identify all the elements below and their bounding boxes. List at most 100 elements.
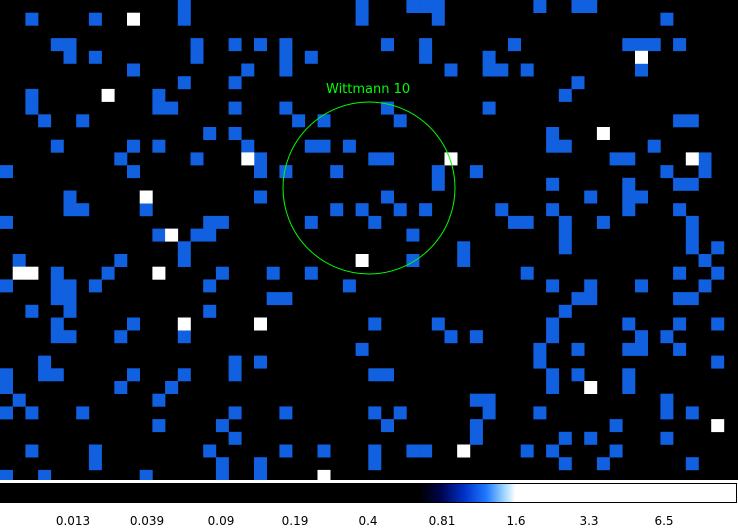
pixel-blue xyxy=(101,266,115,280)
pixel-blue xyxy=(228,355,242,369)
pixel-grid xyxy=(0,0,725,480)
pixel-white xyxy=(254,317,267,331)
pixel-blue xyxy=(63,330,77,344)
pixel-blue xyxy=(444,330,458,344)
pixel-blue xyxy=(330,203,344,217)
pixel-blue xyxy=(50,139,64,153)
colorbar xyxy=(0,483,737,503)
pixel-blue xyxy=(546,330,560,344)
pixel-blue xyxy=(685,292,699,306)
pixel-blue xyxy=(355,342,369,356)
pixel-blue xyxy=(0,368,13,382)
pixel-blue xyxy=(304,215,318,229)
pixel-blue xyxy=(635,342,648,356)
pixel-blue xyxy=(241,63,255,77)
pixel-blue xyxy=(571,368,585,382)
pixel-white xyxy=(711,419,725,433)
pixel-blue xyxy=(266,292,280,306)
pixel-blue xyxy=(368,317,382,331)
pixel-blue xyxy=(698,254,712,267)
colorbar-tick: 0.81 xyxy=(428,514,456,528)
pixel-blue xyxy=(38,368,52,382)
pixel-blue xyxy=(127,368,140,382)
pixel-blue xyxy=(190,152,204,166)
pixel-blue xyxy=(177,12,191,26)
pixel-white xyxy=(25,266,39,280)
pixel-blue xyxy=(546,317,560,331)
pixel-white xyxy=(241,152,255,166)
pixel-blue xyxy=(215,469,229,480)
pixel-blue xyxy=(254,152,267,166)
pixel-blue xyxy=(508,38,521,52)
pixel-blue xyxy=(609,444,623,458)
pixel-blue xyxy=(546,381,560,394)
pixel-blue xyxy=(711,317,725,331)
pixel-blue xyxy=(482,406,496,420)
pixel-blue xyxy=(177,76,191,90)
region-circle xyxy=(282,101,456,275)
pixel-blue xyxy=(698,279,712,293)
pixel-blue xyxy=(406,228,420,242)
pixel-blue xyxy=(114,381,128,394)
pixel-blue xyxy=(558,431,572,445)
pixel-blue xyxy=(622,342,636,356)
pixel-blue xyxy=(63,38,77,52)
pixel-blue xyxy=(25,406,39,420)
pixel-blue xyxy=(558,457,572,471)
pixel-blue xyxy=(444,63,458,77)
pixel-blue xyxy=(635,63,648,77)
pixel-blue xyxy=(596,457,610,471)
pixel-blue xyxy=(546,368,560,382)
pixel-blue xyxy=(215,266,229,280)
pixel-blue xyxy=(381,38,394,52)
pixel-blue xyxy=(673,203,687,217)
pixel-blue xyxy=(203,228,217,242)
sky-image[interactable]: Wittmann 10 xyxy=(0,0,738,480)
pixel-blue xyxy=(88,457,102,471)
pixel-blue xyxy=(114,330,128,344)
pixel-blue xyxy=(279,50,293,64)
pixel-blue xyxy=(635,330,648,344)
pixel-blue xyxy=(571,76,585,90)
pixel-blue xyxy=(228,127,242,140)
pixel-blue xyxy=(622,190,636,204)
pixel-blue xyxy=(558,215,572,229)
pixel-blue xyxy=(114,254,128,267)
pixel-blue xyxy=(635,190,648,204)
pixel-blue xyxy=(139,469,153,480)
pixel-blue xyxy=(0,279,13,293)
pixel-blue xyxy=(685,215,699,229)
pixel-blue xyxy=(88,12,102,26)
pixel-blue xyxy=(635,38,648,52)
pixel-blue xyxy=(76,203,90,217)
pixel-blue xyxy=(546,177,560,191)
pixel-blue xyxy=(660,165,674,179)
pixel-blue xyxy=(520,444,534,458)
pixel-blue xyxy=(558,228,572,242)
pixel-blue xyxy=(342,279,356,293)
pixel-blue xyxy=(203,304,217,318)
pixel-blue xyxy=(571,342,585,356)
pixel-blue xyxy=(457,254,471,267)
pixel-blue xyxy=(38,469,52,480)
pixel-blue xyxy=(0,406,13,420)
region-overlay[interactable] xyxy=(0,0,738,480)
pixel-blue xyxy=(622,317,636,331)
pixel-blue xyxy=(190,228,204,242)
pixel-blue xyxy=(177,330,191,344)
pixel-blue xyxy=(127,317,140,331)
pixel-white xyxy=(317,469,331,480)
pixel-blue xyxy=(76,406,90,420)
pixel-blue xyxy=(177,254,191,267)
colorbar-tick: 0.4 xyxy=(358,514,378,528)
pixel-blue xyxy=(0,469,13,480)
pixel-blue xyxy=(469,165,483,179)
pixel-blue xyxy=(228,431,242,445)
pixel-blue xyxy=(355,203,369,217)
pixel-blue xyxy=(431,0,445,13)
pixel-blue xyxy=(190,38,204,52)
pixel-blue xyxy=(711,241,725,255)
pixel-blue xyxy=(254,190,267,204)
pixel-blue xyxy=(76,114,90,128)
pixel-blue xyxy=(177,241,191,255)
